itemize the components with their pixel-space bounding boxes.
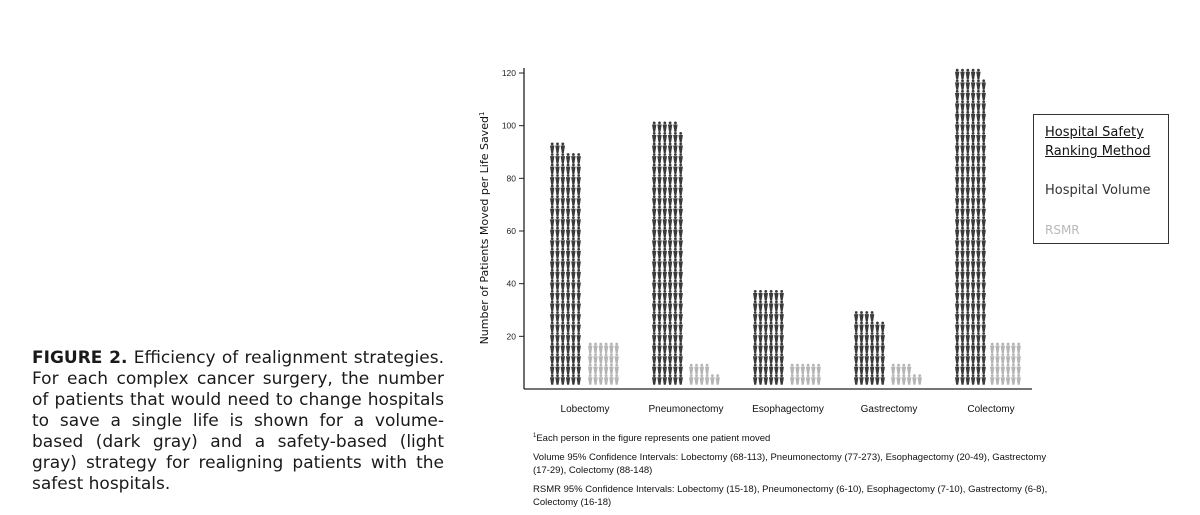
bar-hospital-volume-gastrectomy	[854, 311, 885, 385]
category-label: Lobectomy	[561, 404, 610, 415]
legend-item-rsmr: RSMR	[1045, 223, 1080, 237]
y-axis-label: Number of Patients Moved per Life Saved1	[478, 112, 491, 345]
y-tick-label: 40	[507, 279, 517, 289]
category-label: Esophagectomy	[752, 404, 824, 415]
legend-title: Hospital Safety Ranking Method	[1045, 125, 1151, 159]
person-icons	[550, 68, 1021, 385]
footnote-volume-ci: Volume 95% Confidence Intervals: Lobecto…	[533, 452, 1047, 477]
category-label: Pneumonectomy	[648, 404, 723, 415]
legend-item-hospital-volume: Hospital Volume	[1045, 183, 1151, 198]
figure-caption-text: Efficiency of realignment strategies. Fo…	[32, 348, 444, 494]
y-tick-label: 120	[502, 68, 516, 78]
figure-caption: FIGURE 2. Efficiency of realignment stra…	[32, 348, 444, 495]
bar-rsmr-esophagectomy	[790, 363, 821, 385]
bar-rsmr-pneumonectomy	[689, 363, 720, 385]
bar-hospital-volume-colectomy	[955, 68, 986, 385]
footnote-rsmr-ci: RSMR 95% Confidence Intervals: Lobectomy…	[533, 484, 1048, 509]
bar-hospital-volume-lobectomy	[550, 142, 581, 385]
footnotes: 1Each person in the figure represents on…	[533, 430, 1053, 515]
y-tick-label: 60	[507, 226, 517, 236]
y-tick-label: 80	[507, 173, 517, 183]
category-labels: Lobectomy Pneumonectomy Esophagectomy Gastr…	[561, 404, 1015, 415]
footnote-each-person: 1Each person in the figure represents on…	[533, 433, 771, 445]
bar-rsmr-gastrectomy	[891, 363, 922, 385]
y-tick-label: 20	[507, 331, 517, 341]
category-label: Gastrectomy	[861, 404, 918, 415]
figure-label: FIGURE 2.	[32, 348, 128, 368]
y-tick-label: 100	[502, 121, 516, 131]
bar-rsmr-lobectomy	[588, 342, 619, 385]
y-axis-ticks: 20 40 60 80 100 120	[502, 68, 524, 341]
bar-rsmr-colectomy	[990, 342, 1021, 385]
category-label: Colectomy	[967, 404, 1014, 415]
bar-hospital-volume-esophagectomy	[753, 290, 784, 385]
bar-hospital-volume-pneumonectomy	[652, 121, 683, 385]
legend: Hospital Safety Ranking Method Hospital V…	[1033, 114, 1169, 244]
